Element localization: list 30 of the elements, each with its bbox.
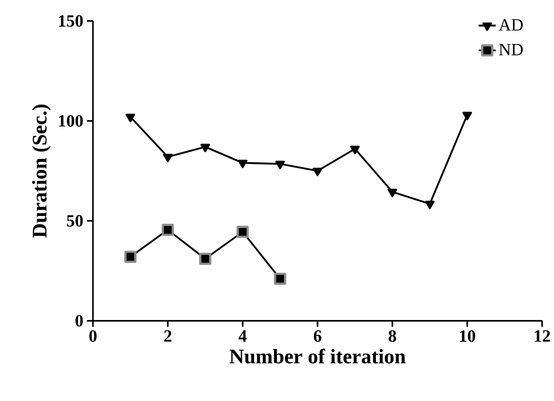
y-axis-title: Duration (Sec.) — [32, 104, 51, 238]
x-tick-label: 10 — [460, 330, 476, 342]
x-tick-label: 8 — [388, 330, 396, 342]
legend-label: AD — [498, 19, 523, 31]
y-tick-label: 50 — [66, 215, 83, 227]
x-tick-label: 12 — [534, 330, 550, 342]
point — [126, 114, 136, 122]
point — [312, 168, 322, 176]
point — [350, 146, 360, 154]
point — [274, 272, 286, 285]
point — [162, 224, 174, 236]
y-tick-label: 0 — [76, 314, 83, 327]
point — [238, 160, 248, 168]
x-tick-label: 2 — [164, 330, 172, 342]
point — [425, 200, 435, 210]
y-tick-label: 150 — [59, 15, 83, 27]
point — [275, 160, 285, 170]
x-tick-label: 6 — [314, 330, 322, 342]
point — [236, 226, 249, 238]
point — [199, 252, 212, 265]
point — [200, 144, 210, 152]
y-tick-label: 100 — [59, 115, 83, 127]
legend-label: ND — [499, 44, 523, 56]
point — [124, 250, 136, 263]
point — [388, 188, 398, 198]
x-axis-title: Number of iteration — [230, 348, 406, 364]
x-tick-label: 4 — [238, 330, 247, 342]
point — [462, 112, 472, 120]
point — [163, 154, 173, 162]
x-tick-label: 0 — [89, 330, 97, 342]
